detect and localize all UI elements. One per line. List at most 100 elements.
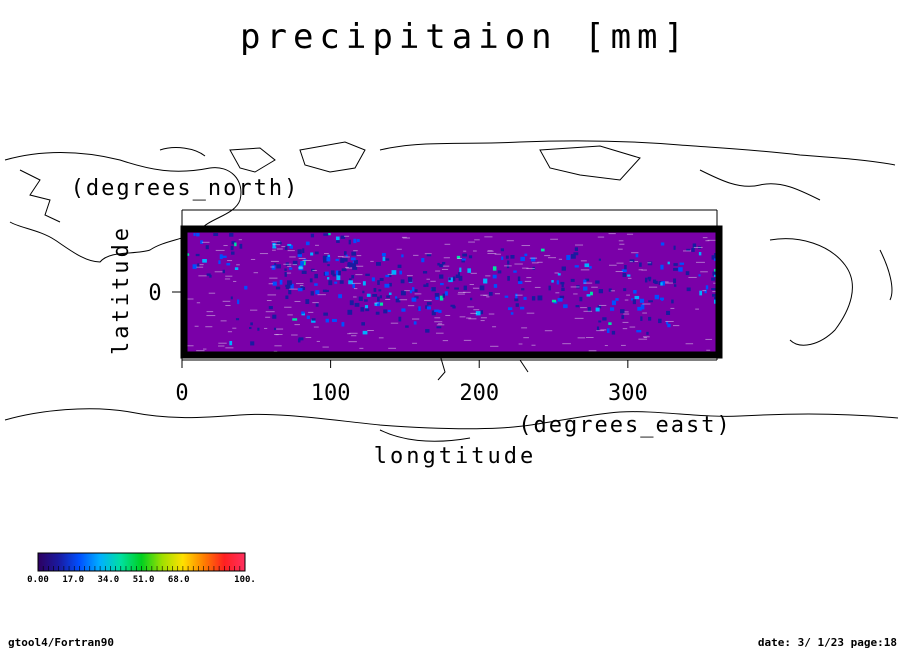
heatmap-cell — [234, 267, 239, 270]
heatmap-cell — [322, 289, 327, 293]
contour-speckle — [297, 267, 304, 269]
contour-speckle — [531, 262, 539, 264]
contour-speckle — [588, 350, 597, 352]
heatmap-cell — [388, 273, 392, 278]
contour-speckle — [359, 347, 364, 349]
contour-speckle — [642, 312, 647, 314]
heatmap-cell — [463, 285, 467, 291]
heatmap-cell — [446, 286, 450, 289]
heatmap-cell — [408, 277, 412, 281]
heatmap-cell — [323, 272, 326, 276]
heatmap-cell — [395, 296, 398, 299]
heatmap-cell — [551, 280, 554, 283]
contour-speckle — [233, 280, 237, 282]
heatmap-cell — [234, 242, 237, 247]
heatmap-cell — [667, 261, 670, 265]
heatmap-cell — [268, 306, 273, 310]
contour-speckle — [294, 300, 301, 302]
heatmap-cell — [399, 270, 403, 275]
heatmap-cell — [297, 252, 302, 258]
contour-speckle — [615, 271, 623, 273]
contour-speckle — [641, 269, 647, 271]
heatmap-cell — [300, 261, 304, 266]
heatmap-cell — [493, 284, 498, 288]
contour-speckle — [610, 290, 615, 292]
contour-speckle — [275, 334, 279, 336]
heatmap-cell — [397, 264, 402, 268]
heatmap-cell — [379, 295, 383, 299]
heatmap-cell — [505, 255, 509, 259]
heatmap-cell — [297, 287, 303, 292]
contour-speckle — [387, 273, 393, 275]
heatmap-cell — [448, 277, 451, 281]
heatmap-cell — [595, 280, 600, 284]
heatmap-cell — [479, 285, 485, 291]
contour-speckle — [414, 293, 422, 295]
contour-speckle — [402, 237, 411, 239]
heatmap-cell — [436, 326, 442, 329]
contour-speckle — [284, 306, 292, 308]
contour-speckle — [631, 252, 639, 254]
heatmap-cell — [237, 299, 240, 305]
contour-speckle — [426, 278, 430, 280]
heatmap-cell — [515, 303, 519, 307]
heatmap-cell — [366, 293, 371, 297]
contour-speckle — [313, 326, 319, 328]
heatmap-cell — [610, 307, 615, 311]
heatmap-cell — [461, 258, 466, 261]
contour-speckle — [199, 264, 204, 266]
contour-speckle — [712, 291, 717, 293]
heatmap-cell — [634, 295, 640, 300]
heatmap-cell — [431, 287, 436, 292]
heatmap-cell — [305, 299, 310, 304]
heatmap-cell — [352, 266, 358, 270]
heatmap-cell — [328, 280, 333, 286]
contour-speckle — [316, 340, 320, 342]
heatmap-cell — [574, 247, 579, 251]
contour-speckle — [287, 314, 293, 316]
heatmap-cell — [666, 310, 671, 315]
contour-speckle — [268, 283, 273, 285]
contour-speckle — [253, 272, 259, 274]
heatmap-cell — [454, 287, 459, 290]
heatmap-cell — [353, 259, 359, 265]
heatmap-cell — [339, 280, 344, 284]
contour-speckle — [583, 282, 593, 284]
contour-speckle — [356, 255, 362, 257]
heatmap-cell — [301, 311, 305, 314]
contour-speckle — [225, 275, 233, 277]
heatmap-cell — [469, 297, 473, 301]
contour-speckle — [343, 235, 350, 237]
contour-speckle — [623, 313, 630, 315]
heatmap-cell — [654, 294, 660, 300]
contour-speckle — [238, 239, 242, 241]
contour-speckle — [406, 275, 413, 277]
heatmap-cell — [422, 271, 428, 274]
heatmap-cell — [196, 233, 200, 237]
contour-speckle — [575, 244, 584, 246]
contour-speckle — [580, 269, 590, 271]
contour-speckle — [626, 294, 631, 296]
heatmap-cell — [314, 251, 319, 255]
heatmap-cell — [557, 273, 561, 276]
contour-speckle — [224, 278, 231, 280]
x-tick-label: 200 — [459, 381, 499, 406]
contour-speckle — [413, 254, 419, 256]
contour-speckle — [529, 257, 538, 259]
contour-speckle — [494, 253, 501, 255]
contour-speckle — [444, 243, 451, 245]
heatmap-cell — [548, 285, 551, 291]
heatmap-cell — [327, 264, 330, 267]
contour-speckle — [272, 249, 276, 251]
heatmap-frame — [180, 225, 723, 359]
contour-speckle — [442, 340, 449, 342]
heatmap-cell — [714, 258, 717, 261]
heatmap-cell — [341, 268, 347, 272]
contour-speckle — [345, 266, 349, 268]
contour-speckle — [396, 248, 402, 250]
heatmap-cell — [206, 273, 211, 276]
heatmap-cell — [452, 305, 456, 309]
contour-speckle — [267, 294, 277, 296]
contour-speckle — [298, 257, 306, 259]
heatmap-cell — [434, 293, 440, 299]
